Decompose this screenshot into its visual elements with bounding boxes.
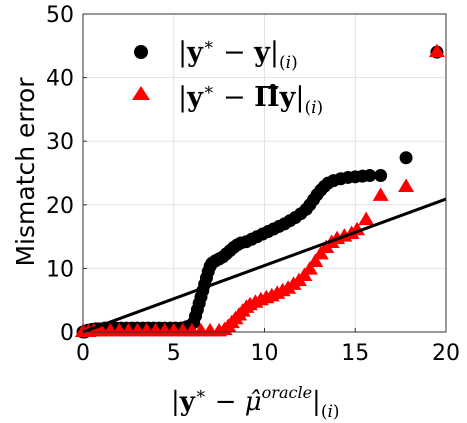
data-point-triangle — [307, 253, 324, 268]
data-point-triangle — [428, 43, 445, 58]
y-tick-label: 40 — [46, 67, 74, 92]
data-point-triangle — [358, 211, 375, 226]
data-point-circle — [374, 169, 388, 183]
x-axis-label: |y∗ − μ̂oracle|(i) — [171, 383, 340, 422]
legend: |y∗ − y|(i) |y∗ − Π̂y|(i) — [132, 35, 323, 118]
axes-box — [82, 13, 447, 333]
y-axis-label: Mismatch error — [11, 77, 40, 267]
legend-marker-circle — [134, 45, 148, 59]
legend-label-1: |y∗ − y|(i) — [178, 35, 298, 73]
data-point-circle — [363, 169, 377, 183]
series-red-triangles — [75, 43, 445, 337]
data-point-triangle — [301, 261, 318, 275]
x-axis-ticks: 0 5 10 15 20 — [76, 328, 460, 366]
data-point-triangle — [398, 178, 415, 192]
data-point-triangle — [372, 187, 389, 201]
legend-label-2: |y∗ − Π̂y|(i) — [178, 80, 323, 118]
y-tick-label: 0 — [60, 321, 74, 346]
diagonal-line — [82, 197, 447, 334]
y-tick-label: 30 — [46, 130, 74, 155]
x-tick-label: 20 — [432, 341, 460, 366]
x-tick-label: 15 — [341, 341, 369, 366]
data-point-circle — [399, 151, 413, 165]
legend-marker-triangle — [132, 86, 150, 100]
x-tick-label: 0 — [76, 341, 90, 366]
y-axis-ticks: 0 10 20 30 40 50 — [46, 3, 87, 346]
series-line — [82, 197, 447, 334]
y-tick-label: 10 — [46, 257, 74, 282]
y-tick-label: 20 — [46, 194, 74, 219]
y-tick-label: 50 — [46, 3, 74, 28]
x-tick-label: 10 — [251, 341, 279, 366]
x-tick-label: 5 — [167, 341, 181, 366]
